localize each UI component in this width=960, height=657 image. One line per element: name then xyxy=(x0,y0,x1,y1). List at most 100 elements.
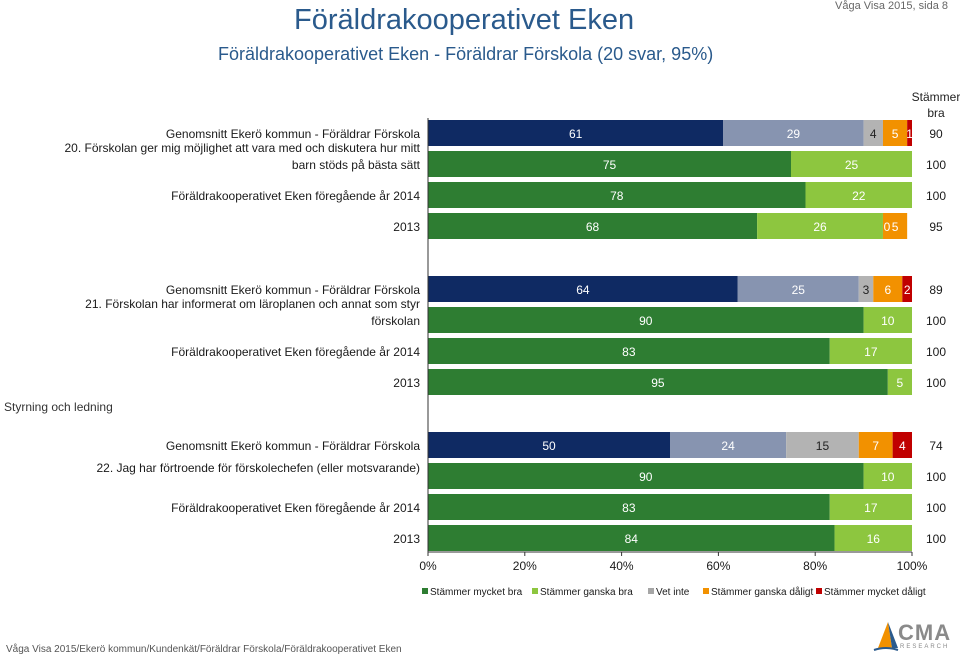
legend-swatch xyxy=(816,588,822,594)
legend-swatch xyxy=(703,588,709,594)
data-label: 10 xyxy=(881,470,895,484)
bar-segment xyxy=(428,120,724,146)
bar-segment xyxy=(428,369,888,395)
x-tick-label: 60% xyxy=(706,559,730,573)
data-label: 95 xyxy=(651,376,665,390)
total-value: 100 xyxy=(926,501,946,515)
bar-segment xyxy=(428,494,830,520)
total-value: 100 xyxy=(926,158,946,172)
data-label: 61 xyxy=(569,127,583,141)
bar-segment xyxy=(805,182,912,208)
legend-label: Stämmer ganska bra xyxy=(540,587,633,598)
page-subtitle: Föräldrakooperativet Eken - Föräldrar Fö… xyxy=(218,44,714,64)
data-label: 78 xyxy=(610,189,624,203)
data-label: 22 xyxy=(852,189,866,203)
sail-logo-icon xyxy=(873,622,899,651)
bar-segment xyxy=(863,120,883,146)
data-label: 90 xyxy=(639,470,653,484)
total-value: 90 xyxy=(929,127,943,141)
x-tick-label: 20% xyxy=(513,559,537,573)
bar-row-label: Genomsnitt Ekerö kommun - Föräldrar Förs… xyxy=(166,439,420,453)
data-label: 1 xyxy=(906,127,913,141)
page-reference: Våga Visa 2015, sida 8 xyxy=(835,0,948,12)
bar-segment xyxy=(428,213,758,239)
total-value: 100 xyxy=(926,376,946,390)
data-label: 75 xyxy=(603,158,617,172)
bar-segment xyxy=(882,120,908,146)
x-tick-label: 40% xyxy=(610,559,634,573)
data-label: 90 xyxy=(639,314,653,328)
bar-segment xyxy=(858,432,893,458)
bar-segment xyxy=(863,307,912,333)
bar-segment xyxy=(907,120,912,146)
bar-segment xyxy=(428,276,738,302)
bar-row-label: 2013 xyxy=(393,376,420,390)
bar-segment xyxy=(902,276,912,302)
data-label: 15 xyxy=(816,439,830,453)
total-value: 100 xyxy=(926,532,946,546)
bar-row-label: Föräldrakooperativet Eken föregående år … xyxy=(171,189,420,203)
bar-row-label: Genomsnitt Ekerö kommun - Föräldrar Förs… xyxy=(166,127,420,141)
data-label: 68 xyxy=(586,220,600,234)
data-label: 17 xyxy=(864,345,878,359)
bar-segment xyxy=(873,276,903,302)
legend-swatch xyxy=(422,588,428,594)
data-label: 84 xyxy=(625,532,639,546)
data-label: 0 xyxy=(913,345,920,359)
data-label: 24 xyxy=(721,439,735,453)
data-label: 64 xyxy=(576,283,590,297)
data-label: 0 xyxy=(908,220,915,234)
data-label: 0 xyxy=(884,220,891,234)
bar-segment xyxy=(428,151,791,177)
bar-segment xyxy=(428,182,806,208)
legend-swatch xyxy=(648,588,654,594)
bar-segment xyxy=(863,463,912,489)
data-label: 83 xyxy=(622,501,636,515)
legend-label: Stämmer mycket bra xyxy=(430,587,523,598)
data-label: 2 xyxy=(904,283,911,297)
bar-segment xyxy=(670,432,787,458)
logo-subtext: RESEARCH xyxy=(900,644,950,650)
data-label: 83 xyxy=(622,345,636,359)
question-text: förskolan xyxy=(371,314,420,328)
data-label: 0 xyxy=(913,470,920,484)
bar-segment xyxy=(829,494,912,520)
bar-segment xyxy=(858,276,874,302)
x-tick-label: 80% xyxy=(803,559,827,573)
data-label: 0 xyxy=(913,376,920,390)
bar-segment xyxy=(892,432,912,458)
bar-segment xyxy=(428,525,835,551)
bar-segment xyxy=(829,338,912,364)
bar-row-label: 2013 xyxy=(393,532,420,546)
total-value: 95 xyxy=(929,220,943,234)
bar-row-label: Föräldrakooperativet Eken föregående år … xyxy=(171,345,420,359)
x-tick-label: 0% xyxy=(419,559,437,573)
data-label: 0 xyxy=(913,189,920,203)
data-label: 0 xyxy=(913,501,920,515)
bar-row-label: Genomsnitt Ekerö kommun - Föräldrar Förs… xyxy=(166,283,420,297)
section-label: Styrning och ledning xyxy=(4,400,113,414)
data-label: 17 xyxy=(864,501,878,515)
data-label: 5 xyxy=(892,220,899,234)
x-tick-label: 100% xyxy=(897,559,928,573)
legend-swatch xyxy=(532,588,538,594)
data-label: 26 xyxy=(813,220,827,234)
data-label: 5 xyxy=(892,127,899,141)
total-value: 100 xyxy=(926,470,946,484)
data-label: 4 xyxy=(870,127,877,141)
data-label: 3 xyxy=(863,283,870,297)
data-label: 50 xyxy=(542,439,556,453)
bar-segment xyxy=(887,369,912,395)
data-label: 25 xyxy=(792,283,806,297)
data-label: 0 xyxy=(913,532,920,546)
bar-row-label: Föräldrakooperativet Eken föregående år … xyxy=(171,501,420,515)
legend-label: Stämmer ganska dåligt xyxy=(711,586,813,598)
page-title: Föräldrakooperativet Eken xyxy=(294,4,635,36)
bar-segment xyxy=(723,120,864,146)
question-text: barn stöds på bästa sätt xyxy=(292,158,421,172)
total-value: 100 xyxy=(926,314,946,328)
bar-segment xyxy=(834,525,912,551)
bar-segment xyxy=(428,338,830,364)
legend-label: Stämmer mycket dåligt xyxy=(824,586,926,598)
